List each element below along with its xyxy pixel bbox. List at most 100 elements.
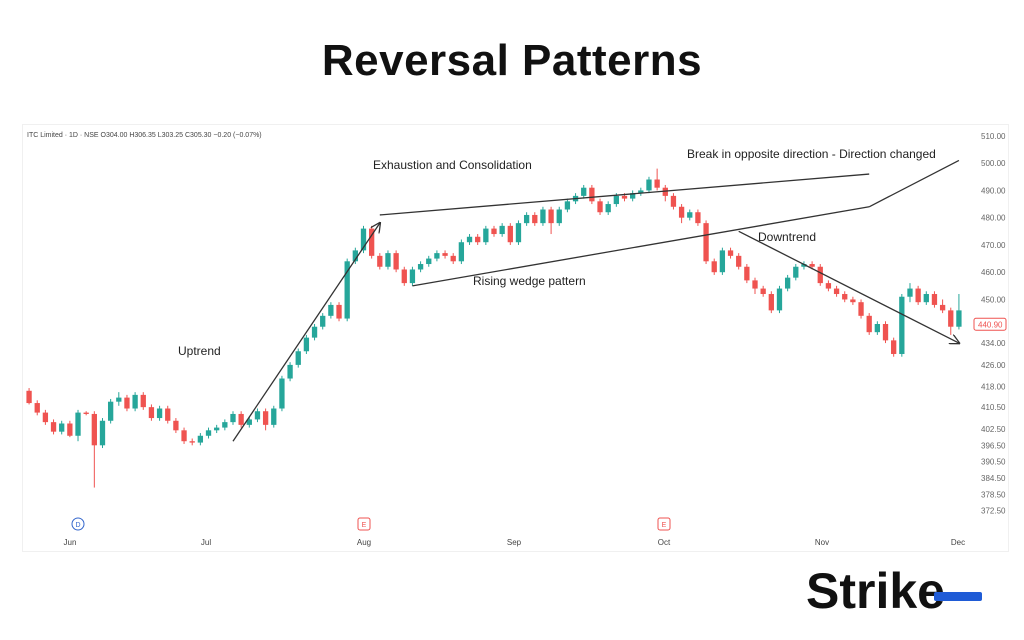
candle-body [385,253,391,267]
y-tick-label: 410.50 [981,403,1006,412]
candle-body [205,430,212,436]
candle-body [768,294,774,311]
candle-body [801,264,807,267]
candle-body [515,223,522,243]
candle-body [369,228,375,256]
y-tick-label: 500.00 [981,159,1006,168]
y-tick-label: 418.00 [981,383,1006,392]
candle-body [26,390,32,404]
candle-body [507,225,513,243]
candle-body [809,264,815,267]
candle-body [638,190,644,194]
earnings-marker [657,517,671,531]
candle-body [434,253,440,259]
candle-body [328,304,334,316]
candle-body [744,266,750,281]
annotation-break: Break in opposite direction - Direction … [687,147,936,161]
candle-body [116,397,122,402]
candle-body [189,441,195,443]
candle-body [458,242,465,262]
candle-body [784,277,791,289]
candle-body [107,401,114,421]
candle-body [613,195,619,205]
candle-body [124,397,130,409]
candle-body [442,253,448,256]
candle-body [246,419,252,425]
annotation-wedge: Rising wedge pattern [473,274,586,288]
candle-body [238,413,244,425]
candle-body [858,302,864,316]
candle-body [931,294,938,305]
logo-text: Strike [806,563,945,619]
y-tick-label: 460.00 [981,268,1006,277]
candle-body [556,209,562,224]
candle-body [287,364,293,379]
candle-body [450,255,456,262]
candle-body [866,315,872,333]
y-tick-label: 384.50 [981,474,1006,483]
candle-body [475,236,481,243]
candle-body [156,408,163,419]
y-tick-label: 480.00 [981,214,1006,223]
candle-body [91,413,97,446]
candle-body [695,212,701,224]
candle-body [719,250,726,273]
candle-body [426,258,432,265]
candle-body [181,430,187,442]
y-tick-label: 402.50 [981,425,1006,434]
current-price-tag [973,317,1007,331]
dividend-marker [71,517,85,531]
candle-body [42,412,49,423]
y-tick-label: 510.00 [981,132,1006,141]
candle-body [687,212,693,218]
candle-body [214,427,220,431]
candle-body [417,264,424,270]
candle-body [833,288,840,295]
candle-body [956,310,962,327]
y-tick-label: 396.50 [981,441,1006,450]
x-tick-label: Dec [951,538,965,547]
candle-body [662,187,668,196]
candle-body [254,411,261,420]
candle-body [499,225,505,235]
candle-body [303,337,310,352]
candle-body [344,261,350,319]
y-tick-label: 434.00 [981,339,1006,348]
candle-body [923,294,929,303]
downtrend-arrow [738,230,959,343]
candle-body [727,250,734,256]
candle-body [711,261,717,273]
candle-body [59,423,65,432]
candle-body [222,422,228,428]
candlestick-chart: mohnish76maurya created with TradingView… [26,132,1007,547]
y-tick-label: 372.50 [981,507,1006,516]
candle-body [760,288,766,295]
chart-panel: mohnish76maurya created with TradingView… [22,124,1009,552]
candle-body [173,420,179,431]
wedge-upper-line [379,173,870,216]
candle-body [271,408,277,425]
candle-body [148,407,155,419]
earnings-marker [357,517,371,531]
candle-body [646,179,652,191]
candle-body [140,394,146,408]
candle-body [564,201,571,210]
x-tick-label: Jul [201,538,211,547]
candle-body [842,294,848,300]
candle-body [899,296,905,354]
dividend-marker-label: D [75,522,80,529]
annotation-downtrend: Downtrend [758,230,816,244]
uptrend-arrow [232,223,380,442]
candle-body [197,435,204,443]
candle-body [165,408,171,421]
candle-body [336,304,342,319]
candle-body [491,228,497,235]
candle-body [262,411,269,425]
candle-body [99,420,106,446]
candle-body [948,310,954,327]
candle-body [75,412,81,436]
x-tick-label: Jun [64,538,77,547]
candle-body [67,423,73,436]
x-tick-label: Nov [815,538,829,547]
candle-body [605,204,611,213]
